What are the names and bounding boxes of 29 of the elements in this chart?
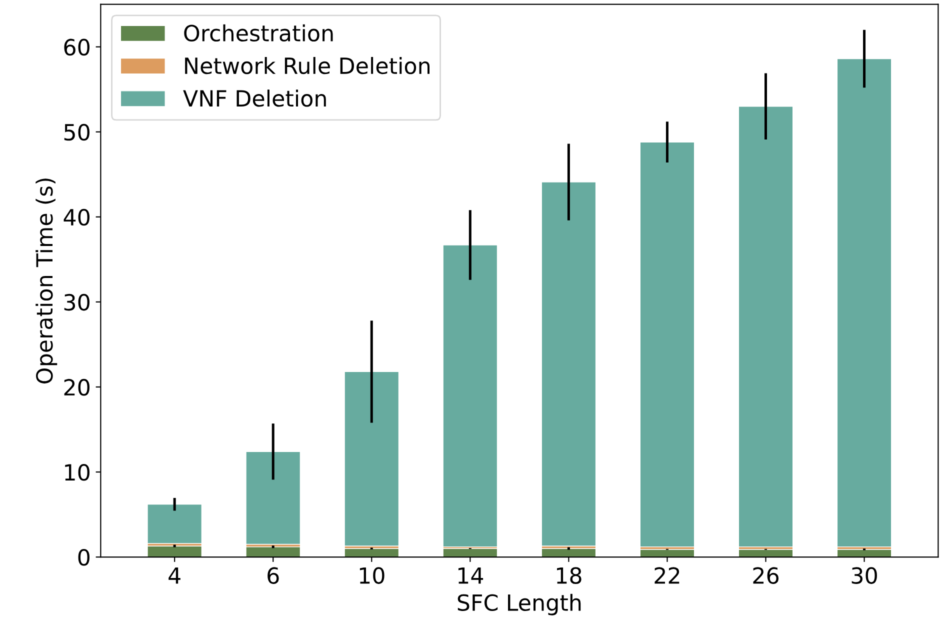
x-tick-label: 30	[852, 567, 877, 584]
y-axis-title: Operation Time (s)	[36, 178, 58, 384]
bar	[640, 142, 695, 548]
x-axis-title: SFC Length	[458, 594, 581, 616]
legend-label: Network Rule Deletion	[185, 56, 430, 74]
x-tick-label: 6	[268, 567, 279, 584]
y-tick-label: 60	[64, 38, 90, 56]
x-tick-label: 26	[753, 567, 778, 584]
bar	[541, 182, 596, 546]
y-tick-label: 30	[64, 294, 90, 311]
y-tick-label: 20	[64, 378, 90, 396]
y-tick-label: 10	[65, 464, 90, 481]
y-tick-label: 40	[64, 208, 90, 226]
x-tick-label: 22	[654, 567, 680, 584]
bar	[147, 504, 202, 544]
bar	[442, 244, 498, 548]
bar	[246, 451, 301, 545]
y-tick-label: 0	[78, 548, 90, 566]
x-tick-label: 18	[557, 567, 582, 584]
x-tick-label: 4	[168, 567, 180, 584]
legend-label: VNF Deletion	[183, 90, 326, 107]
y-tick-label: 50	[64, 124, 90, 141]
bar	[344, 371, 400, 546]
legend-label: Orchestration	[184, 24, 333, 42]
x-tick-label: 14	[458, 567, 484, 584]
bar	[836, 58, 892, 548]
x-tick-label: 10	[360, 567, 384, 584]
bar	[738, 106, 794, 548]
bar	[246, 546, 301, 558]
